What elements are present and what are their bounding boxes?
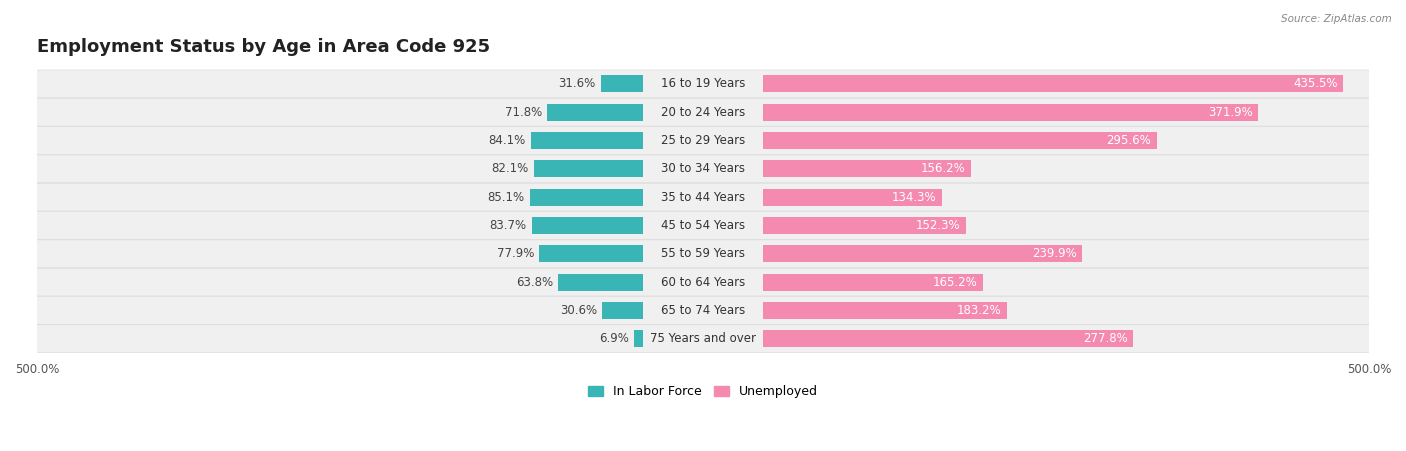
Bar xyxy=(602,302,643,319)
Text: 55 to 59 Years: 55 to 59 Years xyxy=(661,247,745,260)
Text: 45 to 54 Years: 45 to 54 Years xyxy=(661,219,745,232)
FancyBboxPatch shape xyxy=(31,155,1375,183)
Text: 277.8%: 277.8% xyxy=(1083,332,1128,345)
Text: 30 to 34 Years: 30 to 34 Years xyxy=(661,162,745,175)
Bar xyxy=(763,217,966,234)
FancyBboxPatch shape xyxy=(31,268,1375,296)
Text: 60 to 64 Years: 60 to 64 Years xyxy=(661,276,745,289)
Text: 20 to 24 Years: 20 to 24 Years xyxy=(661,106,745,119)
FancyBboxPatch shape xyxy=(31,183,1375,211)
FancyBboxPatch shape xyxy=(31,212,1375,239)
Bar xyxy=(763,132,1157,149)
FancyBboxPatch shape xyxy=(31,98,1375,126)
Bar xyxy=(530,189,643,206)
FancyBboxPatch shape xyxy=(31,127,1375,154)
Text: 371.9%: 371.9% xyxy=(1208,106,1253,119)
Text: 183.2%: 183.2% xyxy=(957,304,1001,317)
Text: 65 to 74 Years: 65 to 74 Years xyxy=(661,304,745,317)
FancyBboxPatch shape xyxy=(31,70,1375,98)
FancyBboxPatch shape xyxy=(31,325,1375,353)
Bar xyxy=(558,274,643,290)
Bar xyxy=(600,75,643,92)
Text: 31.6%: 31.6% xyxy=(558,78,596,90)
Text: 82.1%: 82.1% xyxy=(491,162,529,175)
Bar xyxy=(540,245,643,262)
Text: 134.3%: 134.3% xyxy=(891,191,936,204)
Text: 152.3%: 152.3% xyxy=(915,219,960,232)
FancyBboxPatch shape xyxy=(31,240,1375,268)
Bar xyxy=(547,104,643,121)
Text: 295.6%: 295.6% xyxy=(1107,134,1152,147)
Text: Employment Status by Age in Area Code 925: Employment Status by Age in Area Code 92… xyxy=(37,37,491,55)
Bar xyxy=(763,75,1343,92)
Text: 77.9%: 77.9% xyxy=(496,247,534,260)
Bar xyxy=(531,217,643,234)
Text: 239.9%: 239.9% xyxy=(1032,247,1077,260)
Text: 63.8%: 63.8% xyxy=(516,276,553,289)
Bar xyxy=(534,160,643,177)
Bar xyxy=(763,245,1083,262)
Legend: In Labor Force, Unemployed: In Labor Force, Unemployed xyxy=(583,381,823,404)
Bar xyxy=(763,274,983,290)
Text: 156.2%: 156.2% xyxy=(921,162,966,175)
Bar xyxy=(763,104,1258,121)
Text: 35 to 44 Years: 35 to 44 Years xyxy=(661,191,745,204)
Text: Source: ZipAtlas.com: Source: ZipAtlas.com xyxy=(1281,14,1392,23)
Bar xyxy=(763,160,972,177)
Text: 25 to 29 Years: 25 to 29 Years xyxy=(661,134,745,147)
Bar xyxy=(531,132,643,149)
Bar xyxy=(763,189,942,206)
Text: 6.9%: 6.9% xyxy=(599,332,628,345)
Text: 435.5%: 435.5% xyxy=(1294,78,1337,90)
Text: 75 Years and over: 75 Years and over xyxy=(650,332,756,345)
Text: 165.2%: 165.2% xyxy=(932,276,977,289)
Text: 30.6%: 30.6% xyxy=(560,304,598,317)
Text: 85.1%: 85.1% xyxy=(488,191,524,204)
Text: 83.7%: 83.7% xyxy=(489,219,526,232)
Text: 16 to 19 Years: 16 to 19 Years xyxy=(661,78,745,90)
Bar xyxy=(634,330,643,347)
FancyBboxPatch shape xyxy=(31,297,1375,324)
Text: 84.1%: 84.1% xyxy=(488,134,526,147)
Bar xyxy=(763,302,1007,319)
Bar xyxy=(763,330,1133,347)
Text: 71.8%: 71.8% xyxy=(505,106,543,119)
